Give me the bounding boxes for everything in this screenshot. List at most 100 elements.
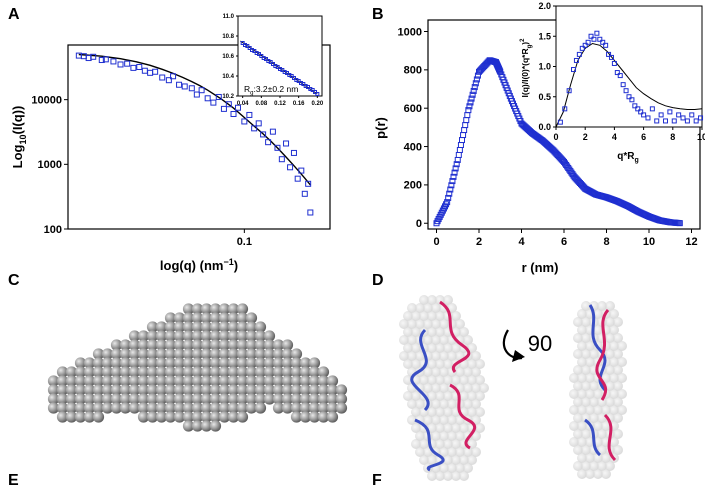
bead <box>236 312 249 324</box>
panel-a-inset-y-tick-label: 10.2 <box>222 94 234 100</box>
bead <box>182 411 195 423</box>
envelope-bead-left <box>435 327 445 337</box>
panel-a-plot: 0.1 100 1000 10000 log(q) (nm−1) Log10(I(q… <box>10 44 331 273</box>
bead <box>101 402 114 414</box>
panel-b-x-tick-label: 4 <box>518 236 525 248</box>
panel-b-inset-data-point <box>579 45 585 51</box>
envelope-bead-left <box>451 423 461 433</box>
bead <box>218 402 231 414</box>
envelope-bead-left <box>467 455 477 465</box>
envelope-bead-left <box>415 319 425 329</box>
bead <box>155 348 168 360</box>
envelope-bead-left <box>419 455 429 465</box>
envelope-bead-left <box>455 447 465 457</box>
panel-a-x-tick-label: 0.1 <box>237 236 252 248</box>
bead <box>83 411 96 423</box>
bead <box>155 357 168 369</box>
panel-a-data-point <box>98 57 105 64</box>
envelope-bead-right <box>573 397 583 407</box>
bead <box>227 348 240 360</box>
bead <box>92 402 105 414</box>
panel-label-b: B <box>372 6 384 23</box>
panel-b-inset-y-tick-label: 0.5 <box>538 92 551 102</box>
envelope-bead-left <box>463 335 473 345</box>
envelope-bead-left <box>415 431 425 441</box>
envelope-bead-left <box>471 383 481 393</box>
panel-b-y-tick-label: 200 <box>404 180 422 192</box>
bead <box>263 339 276 351</box>
bead <box>245 384 258 396</box>
envelope-bead-right <box>581 445 591 455</box>
bead <box>227 402 240 414</box>
bead <box>200 303 213 315</box>
envelope-bead-left <box>451 311 461 321</box>
envelope-bead-right <box>573 333 583 343</box>
envelope-bead-left <box>403 311 413 321</box>
bead <box>227 303 240 315</box>
envelope-bead-right <box>577 357 587 367</box>
envelope-bead-left <box>427 327 437 337</box>
bead <box>146 339 159 351</box>
panel-b-inset-data-point <box>606 51 612 57</box>
panel-label-a: A <box>8 6 20 23</box>
bead <box>209 384 222 396</box>
envelope-bead-left <box>431 319 441 329</box>
bead <box>245 330 258 342</box>
envelope-bead-left <box>463 463 473 473</box>
bead <box>191 312 204 324</box>
envelope-bead-left <box>439 335 449 345</box>
envelope-bead-right <box>605 381 615 391</box>
bead <box>173 384 186 396</box>
envelope-bead-left <box>415 399 425 409</box>
envelope-bead-left <box>435 391 445 401</box>
bead <box>191 357 204 369</box>
envelope-bead-right <box>585 469 595 479</box>
panel-label-f: F <box>372 472 382 489</box>
envelope-bead-left <box>467 359 477 369</box>
bead <box>200 402 213 414</box>
bead <box>47 375 60 387</box>
bead <box>200 330 213 342</box>
bead <box>119 348 132 360</box>
panel-b-inset-data-point <box>693 118 699 124</box>
panel-a-data-point <box>124 60 131 67</box>
bead <box>254 393 267 405</box>
bead <box>65 411 78 423</box>
rotation-indicator: 90 <box>502 329 552 362</box>
bead <box>74 411 87 423</box>
bead <box>236 348 249 360</box>
panel-b-inset-y-axis-label: I(q)/I(0)*(q*Rg)2 <box>520 38 533 98</box>
bead <box>92 357 105 369</box>
bead <box>290 411 303 423</box>
envelope-bead-left <box>459 423 469 433</box>
envelope-bead-left <box>435 407 445 417</box>
bead <box>146 357 159 369</box>
panel-b-inset-y-ticks: 0.0 0.5 1.0 1.5 2.0 <box>538 1 556 132</box>
bead <box>200 384 213 396</box>
panel-b-inset-data-point <box>645 115 651 121</box>
bead <box>263 384 276 396</box>
panel-a-y-axis-label: Log10(I(q)) <box>10 106 28 169</box>
panel-b-inset-data-point <box>611 60 617 66</box>
panel-b-inset-data-point <box>594 30 600 36</box>
bead <box>236 357 249 369</box>
bead <box>263 348 276 360</box>
envelope-bead-right <box>585 453 595 463</box>
panel-b-inset-data-point <box>671 118 677 124</box>
envelope-bead-right <box>613 317 623 327</box>
bead <box>245 321 258 333</box>
envelope-bead-left <box>427 359 437 369</box>
bead <box>281 375 294 387</box>
envelope-bead-left <box>447 415 457 425</box>
envelope-bead-right <box>573 461 583 471</box>
bead <box>227 321 240 333</box>
envelope-bead-right <box>577 405 587 415</box>
panel-a-data-point <box>141 67 148 74</box>
bead <box>173 402 186 414</box>
envelope-bead-left <box>447 463 457 473</box>
panel-b-y-ticks: 0 200 400 600 800 1000 <box>398 26 428 230</box>
panel-a-inset-x-tick-label: 0.12 <box>274 101 286 107</box>
panel-b-inset-data-point <box>641 112 647 118</box>
bead <box>308 411 321 423</box>
bead <box>110 375 123 387</box>
